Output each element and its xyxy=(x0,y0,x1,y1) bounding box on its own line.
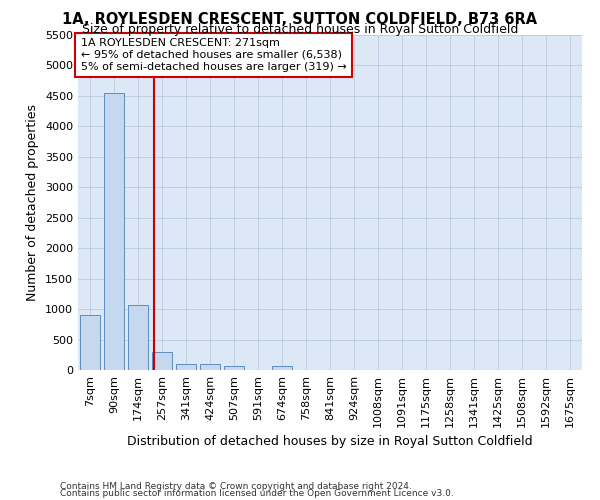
Bar xyxy=(128,304,148,370)
Bar xyxy=(152,352,172,370)
Bar xyxy=(272,366,292,370)
Bar xyxy=(80,315,100,370)
Text: Contains HM Land Registry data © Crown copyright and database right 2024.: Contains HM Land Registry data © Crown c… xyxy=(60,482,412,491)
Text: Contains public sector information licensed under the Open Government Licence v3: Contains public sector information licen… xyxy=(60,489,454,498)
Bar xyxy=(224,366,244,370)
Text: 1A ROYLESDEN CRESCENT: 271sqm
← 95% of detached houses are smaller (6,538)
5% of: 1A ROYLESDEN CRESCENT: 271sqm ← 95% of d… xyxy=(80,38,346,72)
Bar xyxy=(200,364,220,370)
Bar xyxy=(176,364,196,370)
Text: Size of property relative to detached houses in Royal Sutton Coldfield: Size of property relative to detached ho… xyxy=(82,22,518,36)
X-axis label: Distribution of detached houses by size in Royal Sutton Coldfield: Distribution of detached houses by size … xyxy=(127,435,533,448)
Y-axis label: Number of detached properties: Number of detached properties xyxy=(26,104,40,301)
Text: 1A, ROYLESDEN CRESCENT, SUTTON COLDFIELD, B73 6RA: 1A, ROYLESDEN CRESCENT, SUTTON COLDFIELD… xyxy=(62,12,538,28)
Bar xyxy=(104,93,124,370)
